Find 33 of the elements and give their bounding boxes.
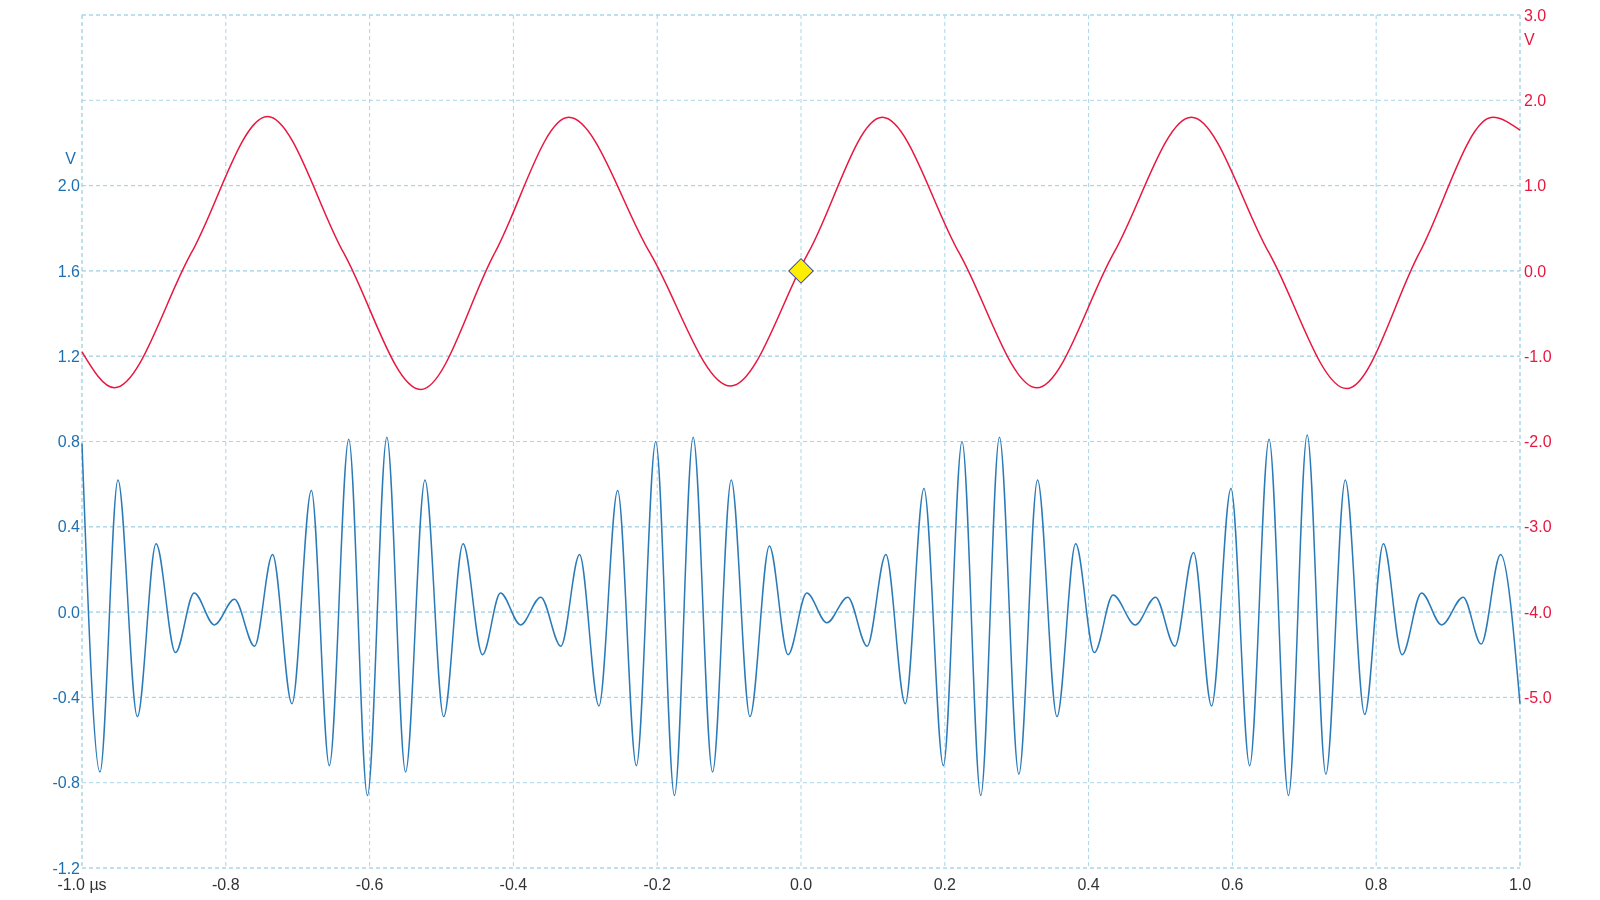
y2-tick-label: 0.0 [1524,262,1547,280]
x-tick-label: 0.2 [933,876,957,893]
x-tick-label: 0.8 [1365,876,1388,893]
y-tick-label: -0.8 [52,774,81,792]
line-series [81,115,1521,391]
y-tick-label: -0.4 [52,689,81,706]
x-tick-label: -0.6 [355,876,384,893]
x-tick-label: -0.4 [499,876,528,893]
x-tick-label: -1.0 µs [57,876,107,893]
line-series [81,434,1521,797]
y2-tick-label: -3.0 [1524,518,1552,536]
y2-tick-label: -1.0 [1524,347,1552,365]
x-tick-label: 1.0 [1508,876,1532,893]
y-tick-label: 0.4 [57,518,81,536]
x-tick-label: 0.6 [1221,876,1244,893]
y-tick-label: 1.2 [57,347,81,365]
y2-axis-title: V [1524,31,1535,48]
x-tick-label: -0.2 [643,876,672,893]
y2-tick-label: -4.0 [1524,603,1552,621]
y-tick-label: 2.0 [57,177,81,195]
y-tick-label: 0.0 [57,603,81,621]
y-tick-label: 0.8 [57,433,81,451]
y2-tick-label: 3.0 [1524,6,1547,24]
y2-tick-label: 1.0 [1524,177,1547,195]
y-tick-label: -1.2 [52,859,81,877]
y-axis-title: V [65,149,77,167]
x-tick-label: 0.4 [1077,876,1100,893]
y2-tick-label: -5.0 [1524,689,1552,706]
x-tick-label: 0.0 [789,876,813,893]
y-tick-label: 1.6 [57,262,81,280]
y2-tick-label: -2.0 [1524,433,1552,451]
x-tick-label: -0.8 [212,876,240,893]
y2-tick-label: 2.0 [1524,91,1547,109]
